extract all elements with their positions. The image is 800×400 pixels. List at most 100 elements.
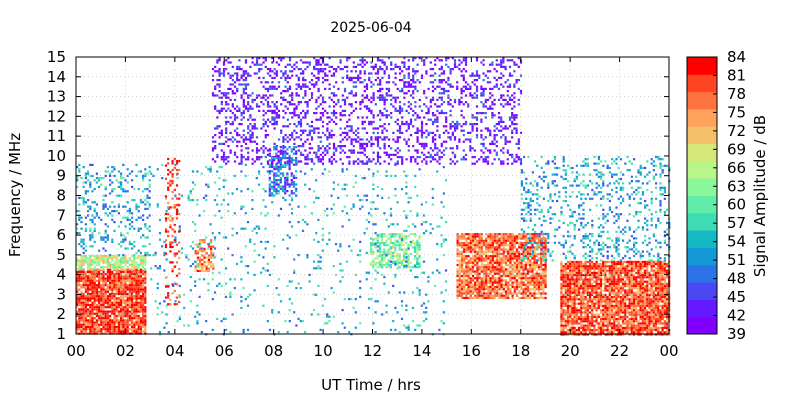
heatmap-cell xyxy=(471,156,474,159)
heatmap-cell xyxy=(465,248,468,251)
heatmap-cell xyxy=(509,257,512,260)
heatmap-cell xyxy=(630,263,633,266)
heatmap-cell xyxy=(374,65,377,68)
heatmap-cell xyxy=(502,272,505,275)
heatmap-cell xyxy=(220,131,223,134)
heatmap-cell xyxy=(394,101,397,104)
heatmap-cell xyxy=(128,212,131,215)
heatmap-cell xyxy=(84,330,87,333)
heatmap-cell xyxy=(496,239,499,242)
heatmap-cell xyxy=(469,283,472,286)
heatmap-cell xyxy=(513,123,516,126)
heatmap-cell xyxy=(480,235,483,238)
heatmap-cell xyxy=(511,285,514,289)
heatmap-cell xyxy=(335,70,338,73)
heatmap-cell xyxy=(76,286,79,289)
heatmap-cell xyxy=(509,259,512,262)
heatmap-cell xyxy=(266,96,270,99)
heatmap-cell xyxy=(401,87,404,90)
heatmap-cell xyxy=(113,312,116,315)
heatmap-cell xyxy=(407,149,410,152)
heatmap-cell xyxy=(359,59,362,62)
heatmap-cell xyxy=(531,272,534,275)
heatmap-cell xyxy=(513,85,516,88)
heatmap-cell xyxy=(220,72,223,75)
heatmap-cell xyxy=(387,263,390,267)
heatmap-cell xyxy=(82,306,85,309)
heatmap-cell xyxy=(480,120,483,123)
heatmap-cell xyxy=(526,270,530,273)
heatmap-cell xyxy=(109,319,112,322)
heatmap-cell xyxy=(602,260,605,263)
heatmap-cell xyxy=(100,284,103,287)
heatmap-cell xyxy=(456,147,459,150)
heatmap-cell xyxy=(474,285,477,289)
heatmap-cell xyxy=(80,319,83,322)
heatmap-cell xyxy=(139,317,142,320)
heatmap-cell xyxy=(376,160,380,163)
heatmap-cell xyxy=(390,116,393,119)
heatmap-cell xyxy=(414,255,417,258)
heatmap-cell xyxy=(471,277,475,280)
heatmap-cell xyxy=(515,283,519,286)
heatmap-cell xyxy=(361,57,364,60)
heatmap-cell xyxy=(637,260,640,263)
heatmap-cell xyxy=(531,283,534,286)
heatmap-cell xyxy=(324,153,327,156)
heatmap-cell xyxy=(313,65,316,68)
heatmap-cell xyxy=(146,196,149,199)
heatmap-cell xyxy=(98,328,101,331)
heatmap-cell xyxy=(502,279,505,282)
heatmap-cell xyxy=(509,235,512,238)
heatmap-cell xyxy=(297,149,300,152)
heatmap-cell xyxy=(458,252,461,256)
heatmap-cell xyxy=(291,94,294,97)
heatmap-cell xyxy=(115,279,118,282)
heatmap-cell xyxy=(275,101,278,104)
heatmap-cell xyxy=(146,251,149,254)
heatmap-cell xyxy=(286,148,289,151)
heatmap-cell xyxy=(403,65,406,68)
heatmap-cell xyxy=(423,142,426,145)
heatmap-cell xyxy=(515,131,518,134)
heatmap-cell xyxy=(363,70,366,73)
heatmap-cell xyxy=(142,273,145,276)
heatmap-cell xyxy=(496,252,499,256)
heatmap-cell xyxy=(82,243,85,246)
heatmap-cell xyxy=(500,65,503,68)
heatmap-cell xyxy=(218,68,221,71)
heatmap-cell xyxy=(526,281,530,284)
heatmap-cell xyxy=(394,76,397,79)
heatmap-cell xyxy=(292,192,296,195)
heatmap-cell xyxy=(398,244,401,247)
heatmap-cell xyxy=(515,116,518,119)
heatmap-cell xyxy=(564,263,567,266)
heatmap-cell xyxy=(508,85,512,88)
heatmap-cell xyxy=(128,297,131,300)
heatmap-cell xyxy=(131,303,134,307)
heatmap-cell xyxy=(242,105,245,108)
heatmap-cell xyxy=(500,237,503,240)
heatmap-cell xyxy=(84,295,87,298)
heatmap-cell xyxy=(120,330,123,333)
heatmap-cell xyxy=(359,151,362,154)
heatmap-cell xyxy=(398,233,401,236)
heatmap-cell xyxy=(511,241,514,245)
heatmap-cell xyxy=(469,138,472,141)
heatmap-cell xyxy=(95,263,98,266)
heatmap-cell xyxy=(496,241,499,245)
heatmap-cell xyxy=(533,248,536,251)
heatmap-cell xyxy=(498,288,501,291)
heatmap-cell xyxy=(476,270,479,273)
heatmap-cell xyxy=(109,286,112,289)
heatmap-cell xyxy=(76,223,79,226)
heatmap-cell xyxy=(537,296,541,300)
heatmap-cell xyxy=(478,266,481,269)
heatmap-cell xyxy=(515,79,518,82)
heatmap-cell xyxy=(91,232,94,235)
heatmap-cell xyxy=(292,163,296,166)
heatmap-cell xyxy=(400,233,403,236)
heatmap-cell xyxy=(84,177,87,180)
heatmap-cell xyxy=(216,153,219,156)
heatmap-cell xyxy=(537,285,541,289)
